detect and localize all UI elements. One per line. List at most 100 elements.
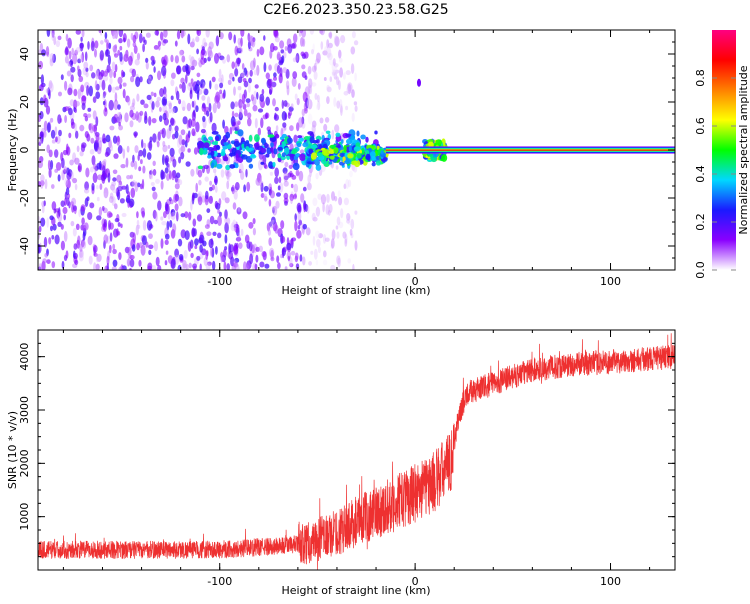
heatmap-cell bbox=[204, 224, 210, 230]
heatmap-cell bbox=[342, 72, 346, 80]
heatmap-cell bbox=[272, 207, 275, 214]
heatmap-cell bbox=[325, 204, 330, 215]
heatmap-cell bbox=[53, 208, 57, 214]
heatmap-cell bbox=[49, 53, 55, 63]
heatmap-cell bbox=[68, 132, 72, 139]
heatmap-cell bbox=[279, 182, 284, 193]
heatmap-cell bbox=[229, 164, 236, 169]
heatmap-cell bbox=[122, 88, 126, 99]
heatmap-cell bbox=[174, 125, 179, 133]
heatmap-cell bbox=[332, 69, 337, 76]
heatmap-cell bbox=[57, 35, 62, 41]
heatmap-cell bbox=[154, 30, 159, 36]
heatmap-cell bbox=[316, 94, 320, 103]
heatmap-cell bbox=[231, 184, 235, 195]
heatmap-cell bbox=[89, 149, 95, 155]
heatmap-cell bbox=[140, 159, 143, 165]
heatmap-cell bbox=[102, 70, 108, 77]
heatmap-cell bbox=[274, 106, 279, 112]
heatmap-cell bbox=[237, 232, 241, 242]
heatmap-cell bbox=[199, 263, 202, 270]
heatmap-cell bbox=[77, 58, 82, 64]
heatmap-cell bbox=[167, 126, 173, 134]
heatmap-cell bbox=[181, 55, 186, 63]
heatmap-cell bbox=[164, 167, 169, 174]
heatmap-cell bbox=[224, 197, 230, 204]
heatmap-cell bbox=[315, 164, 322, 171]
heatmap-cell bbox=[279, 40, 285, 49]
heatmap-cell bbox=[198, 179, 202, 186]
heatmap-cell bbox=[339, 152, 346, 158]
heatmap-cell bbox=[333, 147, 339, 154]
heatmap-cell bbox=[340, 139, 344, 144]
heatmap-cell bbox=[274, 133, 280, 139]
heatmap-cell bbox=[64, 80, 68, 91]
heatmap-cell bbox=[211, 122, 217, 133]
heatmap-cell bbox=[240, 171, 245, 180]
heatmap-cell bbox=[273, 30, 279, 38]
heatmap-cell bbox=[208, 102, 212, 113]
heatmap-cell bbox=[186, 120, 190, 130]
heatmap-cell bbox=[374, 130, 378, 135]
heatmap-cell bbox=[242, 103, 247, 110]
heatmap-cell bbox=[60, 224, 64, 230]
heatmap-cell bbox=[95, 72, 99, 79]
heatmap-cell bbox=[234, 182, 240, 191]
heatmap-cell bbox=[286, 85, 290, 96]
heatmap-cell bbox=[164, 155, 170, 164]
heatmap-feature-sparse_noise bbox=[305, 30, 359, 270]
heatmap-cell bbox=[249, 69, 253, 77]
heatmap-cell bbox=[290, 250, 296, 256]
heatmap-cell bbox=[210, 150, 215, 156]
heatmap-cell bbox=[81, 217, 85, 225]
heatmap-cell bbox=[132, 34, 137, 44]
heatmap-cell bbox=[39, 97, 44, 106]
heatmap-cell bbox=[200, 128, 206, 134]
heatmap-cell bbox=[77, 65, 80, 72]
heatmap-cell bbox=[316, 52, 321, 64]
heatmap-cell bbox=[277, 153, 281, 159]
heatmap-cell bbox=[87, 107, 92, 112]
heatmap-cell bbox=[150, 91, 154, 97]
heatmap-cell bbox=[162, 154, 165, 166]
heatmap-cell bbox=[265, 153, 270, 158]
heatmap-cell bbox=[112, 259, 118, 267]
heatmap-cell bbox=[216, 145, 221, 151]
heatmap-cell bbox=[302, 142, 309, 148]
heatmap-cell bbox=[171, 170, 175, 181]
heatmap-cell bbox=[61, 260, 65, 269]
heatmap-cell bbox=[351, 31, 356, 39]
heatmap-cell bbox=[328, 42, 333, 49]
heatmap-cell bbox=[157, 70, 162, 81]
heatmap-cell bbox=[119, 83, 122, 90]
heatmap-cell bbox=[94, 48, 97, 58]
heatmap-cell bbox=[48, 168, 52, 178]
heatmap-cell bbox=[182, 260, 187, 269]
heatmap-cell bbox=[124, 112, 129, 123]
heatmap-cell bbox=[125, 184, 129, 195]
heatmap-cell bbox=[241, 154, 248, 160]
heatmap-cell bbox=[365, 153, 370, 161]
heatmap-cell bbox=[200, 49, 205, 60]
heatmap-cell bbox=[157, 40, 162, 47]
heatmap-cell bbox=[46, 30, 51, 37]
heatmap-cell bbox=[98, 30, 102, 34]
heatmap-cell bbox=[274, 167, 280, 178]
heatmap-cell bbox=[234, 101, 239, 108]
heatmap-cell bbox=[190, 78, 194, 84]
heatmap-cell bbox=[311, 124, 316, 134]
heatmap-cell bbox=[302, 256, 306, 266]
heatmap-cell bbox=[336, 255, 341, 265]
heatmap-cell bbox=[84, 51, 88, 62]
spectrogram-ylabel: Frequency (Hz) bbox=[6, 109, 19, 192]
heatmap-cell bbox=[42, 258, 47, 264]
heatmap-cell bbox=[152, 191, 158, 200]
heatmap-cell bbox=[190, 56, 195, 67]
heatmap-cell bbox=[226, 180, 230, 190]
heatmap-cell bbox=[240, 228, 244, 236]
heatmap-cell bbox=[190, 65, 195, 71]
heatmap-cell bbox=[181, 100, 186, 111]
heatmap-cell bbox=[119, 198, 125, 204]
heatmap-cell bbox=[328, 32, 332, 38]
heatmap-cell bbox=[219, 82, 224, 89]
